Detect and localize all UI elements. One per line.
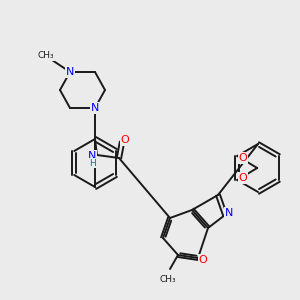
Text: O: O [239,173,248,183]
Text: CH₃: CH₃ [160,274,176,284]
Text: H: H [88,158,95,167]
Text: N: N [225,208,233,218]
Text: N: N [88,151,96,161]
Text: N: N [66,67,74,77]
Text: CH₃: CH₃ [38,52,54,61]
Text: O: O [199,255,207,265]
Text: O: O [121,135,129,145]
Text: O: O [239,153,248,163]
Text: N: N [91,103,99,113]
